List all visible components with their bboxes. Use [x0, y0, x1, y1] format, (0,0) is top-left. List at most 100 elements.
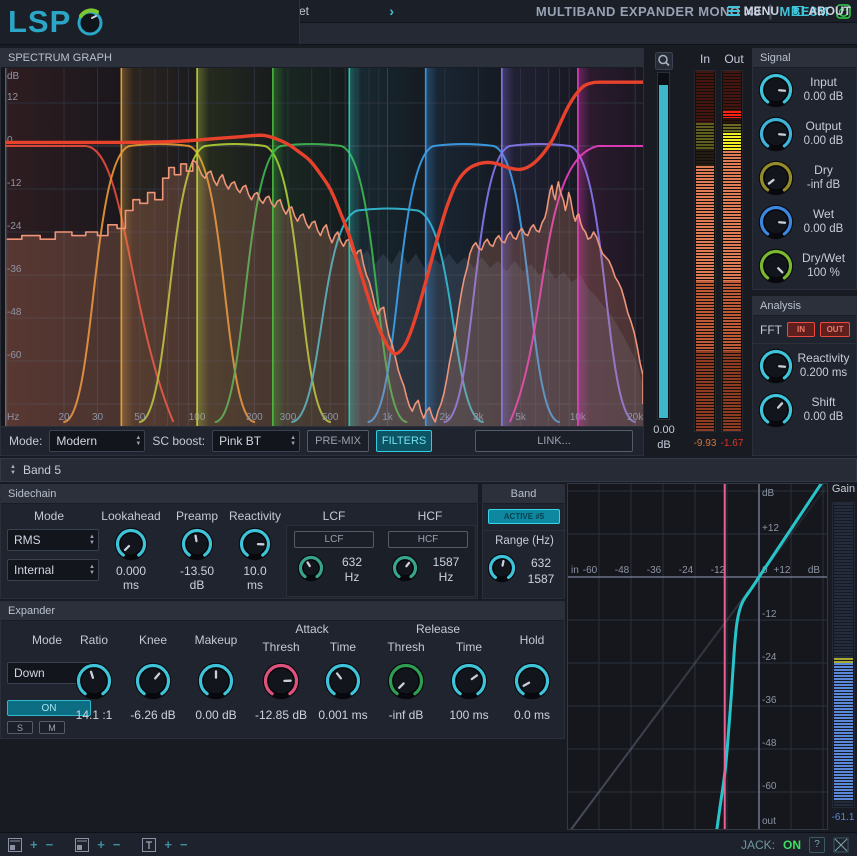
spectrum-graph[interactable]: 2030501002003005001k2k3k5k10k20kHz120-12…	[1, 68, 643, 426]
signal-panel: Signal Input 0.00 dB Output 0.00 dB Dry -inf …	[752, 48, 857, 290]
lcf-knob[interactable]	[297, 554, 325, 582]
hold-cell: 0.0 ms	[499, 662, 565, 722]
filters-button[interactable]: FILTERS	[376, 430, 433, 452]
title-row: MULTIBAND EXPANDER MONO X8 | MBE8M	[300, 0, 857, 23]
release-thresh-cell: -inf dB	[373, 662, 439, 722]
lcf-freq-value: 632 Hz	[341, 555, 363, 584]
mute-button[interactable]: M	[39, 721, 65, 734]
expander-panel-title: Expander	[1, 602, 564, 621]
fader-fill	[659, 85, 668, 418]
sc-source-select[interactable]: Internal ▲ ▼	[7, 559, 99, 581]
solo-button[interactable]: S	[7, 721, 33, 734]
output-knob[interactable]	[758, 116, 794, 152]
lsp-logo: LSP	[8, 4, 72, 39]
band-selector-strip[interactable]: ▲ ▼ Band 5	[0, 458, 857, 482]
fft-in-button[interactable]: IN	[787, 322, 816, 337]
hcf-knob[interactable]	[391, 554, 419, 582]
spectrum-panel-title: SPECTRUM GRAPH	[1, 49, 643, 68]
font-plus-button[interactable]: +	[164, 836, 172, 852]
sc-boost-select[interactable]: Pink BT ▲ ▼	[212, 430, 301, 452]
hold-value: 0.0 ms	[513, 708, 550, 722]
release-time-value: 100 ms	[449, 708, 489, 722]
window-fit-icon[interactable]	[75, 837, 90, 852]
lcf-button[interactable]: LCF	[294, 531, 374, 548]
sc-lcf-column-label: LCF	[322, 509, 346, 523]
sc-mode-select[interactable]: RMS ▲ ▼	[7, 529, 99, 551]
scale-plus-button[interactable]: +	[30, 836, 38, 852]
release-thresh-knob[interactable]	[387, 662, 425, 700]
spectrum-zoom-fader[interactable]: 0.00 dB	[653, 72, 675, 466]
mode-select[interactable]: Modern ▲ ▼	[49, 430, 146, 452]
svg-text:+12: +12	[762, 523, 779, 534]
sc-reactivity-cell: 10.0 ms	[223, 527, 287, 592]
font-size-icon[interactable]	[142, 837, 157, 852]
release-thresh-value: -inf dB	[388, 708, 424, 722]
input-knob[interactable]	[758, 72, 794, 108]
svg-text:-60: -60	[7, 350, 22, 361]
window-scale-icon[interactable]	[8, 837, 22, 852]
exp-on-button[interactable]: ON	[7, 700, 91, 716]
hold-knob[interactable]	[513, 662, 551, 700]
fft-shift-knob[interactable]	[758, 392, 794, 428]
help-button[interactable]: ?	[809, 836, 825, 853]
menu-icon	[727, 6, 740, 16]
sidechain-panel: Sidechain Mode Lookahead Preamp Reactivi…	[0, 484, 478, 599]
svg-text:5k: 5k	[515, 412, 527, 423]
sc-boost-label: SC boost:	[152, 434, 206, 448]
about-button[interactable]: ABOUT	[792, 0, 851, 22]
fft-out-button[interactable]: OUT	[820, 322, 850, 337]
knee-knob[interactable]	[134, 662, 172, 700]
dry-wet-label: Dry/Wet	[801, 251, 846, 265]
fit-minus-button[interactable]: −	[112, 836, 121, 852]
dry-wet-knob[interactable]	[758, 248, 794, 284]
output-row: Output 0.00 dB	[753, 112, 856, 156]
hcf-button[interactable]: HCF	[388, 531, 468, 548]
analysis-panel: Analysis FFT IN OUT Reactivity 0.200 ms Sh…	[752, 296, 857, 456]
dry-value: -inf dB	[806, 179, 841, 191]
exp-release-time-label: Time	[455, 640, 483, 654]
svg-text:-12: -12	[711, 565, 726, 576]
sc-mode-column-label: Mode	[33, 509, 65, 523]
band-range-knob[interactable]	[487, 553, 517, 583]
fft-row: FFT IN OUT	[753, 316, 856, 339]
fft-reactivity-label: Reactivity	[797, 351, 850, 365]
out-meter-label: Out	[724, 52, 744, 66]
svg-text:3k: 3k	[473, 412, 485, 423]
lcf-freq-knob[interactable]	[297, 554, 325, 582]
band-active-button[interactable]: ACTIVE #5	[488, 509, 560, 524]
svg-text:dB: dB	[762, 488, 775, 499]
sc-hcf-column-label: HCF	[417, 509, 443, 523]
ratio-knob[interactable]	[75, 662, 113, 700]
svg-text:30: 30	[92, 412, 104, 423]
preset-next-button[interactable]: ›	[389, 3, 394, 19]
graph-zoom-icon[interactable]	[655, 52, 673, 70]
svg-text:2k: 2k	[440, 412, 452, 423]
resize-window-icon[interactable]	[833, 837, 849, 853]
attack-thresh-cell: -12.85 dB	[248, 662, 314, 722]
scale-minus-button[interactable]: −	[45, 836, 54, 852]
power-icon[interactable]	[836, 4, 851, 19]
spinner-icon: ▲▼	[135, 435, 142, 447]
sc-reactivity-knob[interactable]	[238, 527, 272, 561]
link-button[interactable]: LINK...	[475, 430, 633, 452]
dry-knob[interactable]	[758, 160, 794, 196]
band-spinner-icon[interactable]: ▲ ▼	[10, 464, 16, 476]
hcf-freq-knob[interactable]	[391, 554, 419, 582]
range-knob[interactable]	[487, 553, 517, 583]
svg-text:0: 0	[7, 135, 13, 146]
makeup-knob[interactable]	[197, 662, 235, 700]
fft-shift-value: 0.00 dB	[803, 411, 844, 423]
attack-thresh-knob[interactable]	[262, 662, 300, 700]
release-time-knob[interactable]	[450, 662, 488, 700]
font-minus-button[interactable]: −	[179, 836, 188, 852]
attack-time-knob[interactable]	[324, 662, 362, 700]
transfer-curve-graph: -60-48-36-24-120+12indB+12-12-24-36-48-6…	[568, 484, 827, 829]
lookahead-knob[interactable]	[114, 527, 148, 561]
menu-button[interactable]: MENU	[727, 0, 779, 22]
wet-knob[interactable]	[758, 204, 794, 240]
preamp-knob[interactable]	[180, 527, 214, 561]
pre-mix-button[interactable]: PRE-MIX	[307, 430, 370, 452]
fft-reactivity-knob[interactable]	[758, 348, 794, 384]
fft-shift-label: Shift	[811, 395, 836, 409]
fit-plus-button[interactable]: +	[97, 836, 105, 852]
